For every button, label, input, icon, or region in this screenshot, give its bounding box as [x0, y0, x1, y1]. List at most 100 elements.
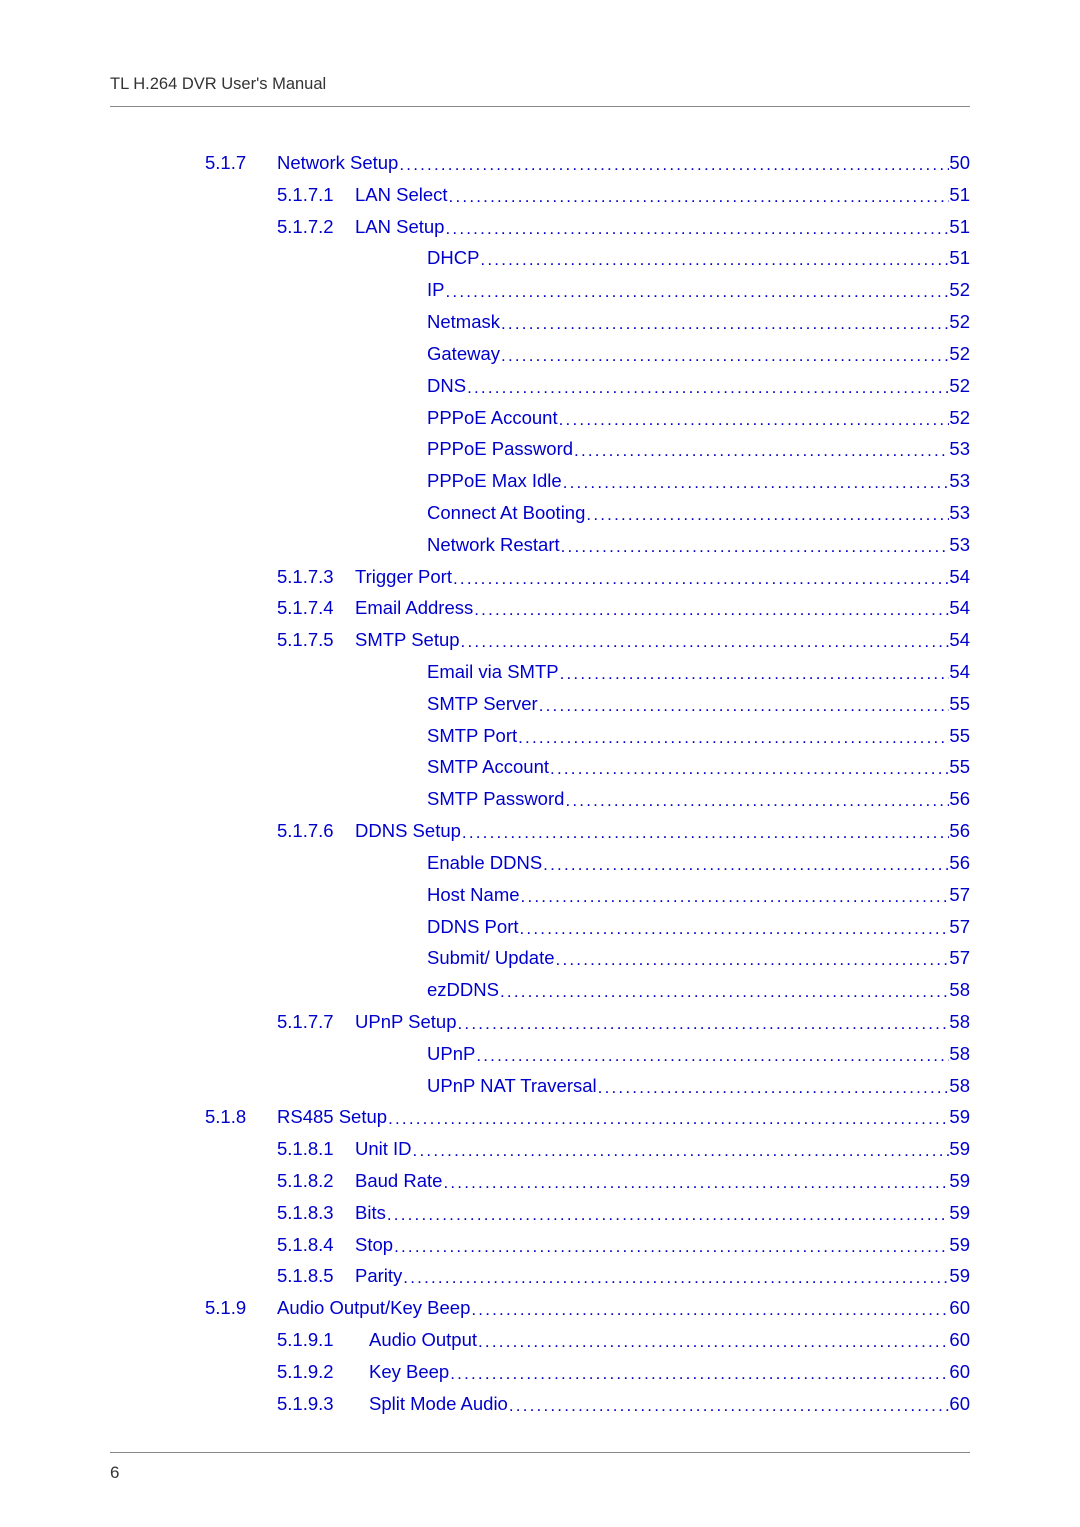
toc-title: Email Address [355, 592, 473, 624]
toc-entry[interactable]: 5.1.7.1LAN Select.......................… [205, 179, 970, 211]
toc-entry[interactable]: DHCP....................................… [205, 242, 970, 274]
toc-entry[interactable]: SMTP Port ..............................… [205, 720, 970, 752]
toc-leader-dots: ........................................… [562, 468, 950, 497]
toc-entry[interactable]: 5.1.7.4Email Address ...................… [205, 592, 970, 624]
toc-title: SMTP Server [427, 688, 538, 720]
toc-title: Bits [355, 1197, 386, 1229]
toc-title: SMTP Account [427, 751, 549, 783]
page-header: TL H.264 DVR User's Manual [110, 75, 970, 107]
toc-entry[interactable]: Connect At Booting .....................… [205, 497, 970, 529]
toc-page-number: 60 [949, 1292, 970, 1324]
toc-page-number: 53 [949, 465, 970, 497]
toc-title: PPPoE Max Idle [427, 465, 562, 497]
toc-entry[interactable]: PPPoE Max Idle..........................… [205, 465, 970, 497]
toc-entry[interactable]: IP .....................................… [205, 274, 970, 306]
toc-title: DNS [427, 370, 466, 402]
toc-entry[interactable]: 5.1.7.7UPnP Setup ......................… [205, 1006, 970, 1038]
toc-entry[interactable]: Host Name...............................… [205, 879, 970, 911]
toc-title: SMTP Port [427, 720, 517, 752]
toc-leader-dots: ........................................… [473, 595, 949, 624]
toc-entry[interactable]: DNS ....................................… [205, 370, 970, 402]
toc-entry[interactable]: 5.1.8.4Stop.............................… [205, 1229, 970, 1261]
toc-page-number: 52 [949, 274, 970, 306]
toc-entry[interactable]: Enable DDNS.............................… [205, 847, 970, 879]
toc-entry[interactable]: UPnP ...................................… [205, 1038, 970, 1070]
toc-leader-dots: ........................................… [597, 1073, 950, 1102]
toc-title: SMTP Password [427, 783, 564, 815]
toc-entry[interactable]: 5.1.9.3Split Mode Audio ................… [205, 1388, 970, 1420]
toc-entry[interactable]: 5.1.8RS485 Setup........................… [205, 1101, 970, 1133]
footer-rule [110, 1452, 970, 1453]
toc-entry[interactable]: 5.1.8.3Bits.............................… [205, 1197, 970, 1229]
toc-entry[interactable]: 5.1.7.5SMTP Setup.......................… [205, 624, 970, 656]
toc-page-number: 59 [949, 1229, 970, 1261]
toc-page-number: 52 [949, 402, 970, 434]
toc-title: Stop [355, 1229, 393, 1261]
toc-section-number: 5.1.8 [205, 1101, 277, 1133]
toc-entry[interactable]: 5.1.7.6DDNS Setup ......................… [205, 815, 970, 847]
toc-entry[interactable]: 5.1.9Audio Output/Key Beep..............… [205, 1292, 970, 1324]
toc-page-number: 54 [949, 592, 970, 624]
toc-entry[interactable]: Netmask.................................… [205, 306, 970, 338]
toc-title: Trigger Port [355, 561, 452, 593]
toc-title: ezDDNS [427, 974, 499, 1006]
toc-leader-dots: ........................................… [520, 882, 950, 911]
toc-subsection-number: 5.1.8.5 [277, 1260, 355, 1292]
toc-entry[interactable]: 5.1.8.1Unit ID..........................… [205, 1133, 970, 1165]
toc-subsection-number: 5.1.7.4 [277, 592, 355, 624]
toc-leader-dots: ........................................… [508, 1391, 950, 1420]
toc-entry[interactable]: 5.1.7.2LAN Setup........................… [205, 211, 970, 243]
toc-leader-dots: ........................................… [393, 1232, 949, 1261]
toc-page-number: 59 [949, 1165, 970, 1197]
toc-entry[interactable]: 5.1.7Network Setup......................… [205, 147, 970, 179]
toc-entry[interactable]: ezDDNS..................................… [205, 974, 970, 1006]
toc-title: Netmask [427, 306, 500, 338]
toc-title: Enable DDNS [427, 847, 542, 879]
toc-page-number: 58 [949, 1038, 970, 1070]
toc-entry[interactable]: SMTP Password ..........................… [205, 783, 970, 815]
toc-title: IP [427, 274, 444, 306]
toc-entry[interactable]: SMTP Account ...........................… [205, 751, 970, 783]
toc-leader-dots: ........................................… [456, 1009, 949, 1038]
toc-leader-dots: ........................................… [442, 1168, 949, 1197]
toc-title: UPnP NAT Traversal [427, 1070, 597, 1102]
toc-leader-dots: ........................................… [549, 754, 949, 783]
toc-leader-dots: ........................................… [412, 1136, 950, 1165]
toc-page-number: 52 [949, 306, 970, 338]
toc-title: PPPoE Account [427, 402, 558, 434]
toc-entry[interactable]: PPPoE Account...........................… [205, 402, 970, 434]
toc-leader-dots: ........................................… [479, 245, 949, 274]
toc-page-number: 56 [949, 783, 970, 815]
toc-leader-dots: ........................................… [387, 1104, 949, 1133]
toc-entry[interactable]: Network Restart ........................… [205, 529, 970, 561]
toc-leader-dots: ........................................… [560, 532, 950, 561]
toc-subsection-number: 5.1.7.2 [277, 211, 355, 243]
table-of-contents: 5.1.7Network Setup......................… [110, 147, 970, 1420]
toc-leader-dots: ........................................… [477, 1327, 949, 1356]
toc-entry[interactable]: 5.1.8.2Baud Rate........................… [205, 1165, 970, 1197]
toc-leader-dots: ........................................… [564, 786, 949, 815]
toc-page-number: 59 [949, 1133, 970, 1165]
toc-entry[interactable]: 5.1.9.2Key Beep.........................… [205, 1356, 970, 1388]
toc-page-number: 51 [949, 242, 970, 274]
toc-entry[interactable]: PPPoE Password..........................… [205, 433, 970, 465]
toc-entry[interactable]: Gateway.................................… [205, 338, 970, 370]
toc-page-number: 55 [949, 751, 970, 783]
toc-entry[interactable]: 5.1.8.5Parity...........................… [205, 1260, 970, 1292]
toc-entry[interactable]: 5.1.7.3Trigger Port ....................… [205, 561, 970, 593]
toc-title: Parity [355, 1260, 402, 1292]
toc-entry[interactable]: DDNS Port ..............................… [205, 911, 970, 943]
toc-entry[interactable]: UPnP NAT Traversal .....................… [205, 1070, 970, 1102]
toc-title: LAN Select [355, 179, 448, 211]
toc-leader-dots: ........................................… [500, 309, 949, 338]
toc-title: Key Beep [369, 1356, 449, 1388]
toc-entry[interactable]: Email via SMTP .........................… [205, 656, 970, 688]
toc-entry[interactable]: Submit/ Update .........................… [205, 942, 970, 974]
toc-page-number: 57 [949, 879, 970, 911]
toc-leader-dots: ........................................… [559, 659, 950, 688]
toc-page-number: 59 [949, 1260, 970, 1292]
toc-page-number: 59 [949, 1197, 970, 1229]
toc-page-number: 50 [949, 147, 970, 179]
toc-entry[interactable]: 5.1.9.1Audio Output ....................… [205, 1324, 970, 1356]
toc-entry[interactable]: SMTP Server ............................… [205, 688, 970, 720]
